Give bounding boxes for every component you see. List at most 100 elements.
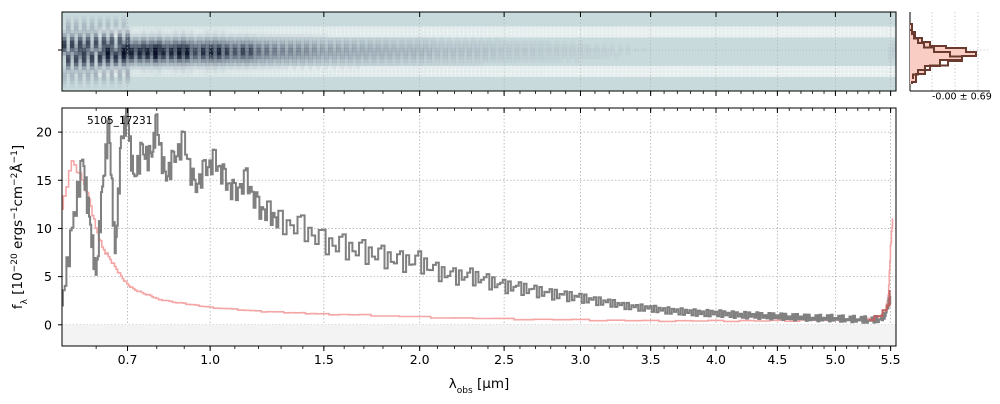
image-pixel [749, 73, 754, 77]
image-pixel [578, 30, 583, 34]
image-pixel [804, 69, 810, 74]
image-pixel [431, 65, 436, 70]
image-pixel [66, 55, 71, 60]
image-pixel [693, 33, 699, 38]
image-pixel [788, 30, 794, 34]
image-pixel [530, 58, 536, 63]
image-pixel [347, 55, 353, 60]
image-pixel [224, 33, 230, 38]
image-pixel [240, 62, 246, 67]
image-pixel [359, 62, 365, 67]
image-pixel [340, 73, 345, 77]
image-pixel [375, 30, 381, 34]
image-pixel [610, 47, 615, 52]
image-pixel [177, 65, 182, 70]
image-pixel [562, 69, 567, 74]
image-pixel [407, 30, 413, 34]
image-pixel [97, 73, 103, 77]
image-pixel [284, 58, 289, 63]
image-pixel [888, 30, 893, 34]
image-pixel [697, 65, 702, 70]
image-pixel [800, 69, 806, 74]
image-pixel [415, 30, 421, 34]
image-pixel [475, 58, 480, 63]
image-pixel [419, 30, 424, 34]
image-pixel [77, 76, 83, 81]
image-pixel [550, 47, 556, 52]
image-pixel [614, 51, 619, 56]
image-pixel [73, 26, 79, 31]
image-pixel [304, 58, 309, 63]
image-pixel [745, 26, 750, 31]
image-pixel [264, 65, 270, 70]
image-pixel [741, 69, 746, 74]
image-pixel [399, 65, 405, 70]
image-pixel [220, 65, 226, 70]
image-pixel [66, 26, 71, 31]
image-pixel [312, 37, 317, 42]
image-pixel [856, 30, 861, 34]
image-pixel [375, 26, 381, 31]
image-pixel [125, 58, 131, 63]
image-pixel [379, 58, 385, 63]
image-pixel [324, 58, 329, 63]
image-pixel [546, 26, 552, 31]
image-pixel [490, 47, 496, 52]
image-pixel [526, 51, 532, 56]
image-pixel [141, 44, 146, 49]
image-pixel [514, 26, 520, 31]
image-pixel [328, 51, 333, 56]
image-pixel [423, 62, 428, 67]
image-pixel [340, 47, 345, 52]
image-pixel [193, 58, 198, 63]
image-pixel [610, 44, 615, 49]
image-pixel [419, 62, 424, 67]
image-pixel [729, 73, 734, 77]
image-pixel [367, 55, 373, 60]
image-pixel [697, 26, 702, 31]
image-pixel [197, 40, 202, 45]
image-pixel [538, 69, 544, 74]
image-pixel [371, 26, 377, 31]
image-pixel [232, 26, 238, 31]
image-pixel [562, 65, 567, 70]
image-pixel [574, 65, 579, 70]
image-pixel [649, 26, 655, 31]
image-pixel [316, 33, 321, 38]
image-pixel [109, 37, 115, 42]
image-pixel [757, 69, 762, 74]
image-pixel [77, 58, 83, 63]
image-pixel [121, 65, 127, 70]
image-pixel [264, 40, 270, 45]
image-pixel [149, 30, 154, 34]
image-pixel [284, 51, 289, 56]
image-pixel [713, 73, 718, 77]
image-pixel [868, 33, 873, 38]
image-pixel [753, 26, 758, 31]
image-pixel [248, 58, 254, 63]
image-pixel [145, 26, 150, 31]
image-pixel [379, 51, 385, 56]
image-pixel [439, 55, 444, 60]
image-pixel [161, 33, 166, 38]
image-pixel [395, 40, 401, 45]
image-pixel [244, 47, 250, 52]
image-pixel [618, 65, 623, 70]
image-pixel [244, 58, 250, 63]
image-pixel [475, 51, 480, 56]
image-pixel [447, 65, 452, 70]
image-pixel [828, 33, 834, 38]
image-pixel [367, 47, 373, 52]
image-pixel [435, 65, 440, 70]
image-pixel [475, 33, 480, 38]
image-pixel [776, 65, 782, 70]
image-pixel [483, 26, 488, 31]
image-pixel [447, 58, 452, 63]
image-pixel [403, 65, 409, 70]
image-pixel [228, 30, 234, 34]
image-pixel [320, 26, 325, 31]
image-pixel [880, 33, 885, 38]
image-pixel [129, 30, 135, 34]
image-pixel [371, 33, 377, 38]
image-pixel [586, 33, 591, 38]
